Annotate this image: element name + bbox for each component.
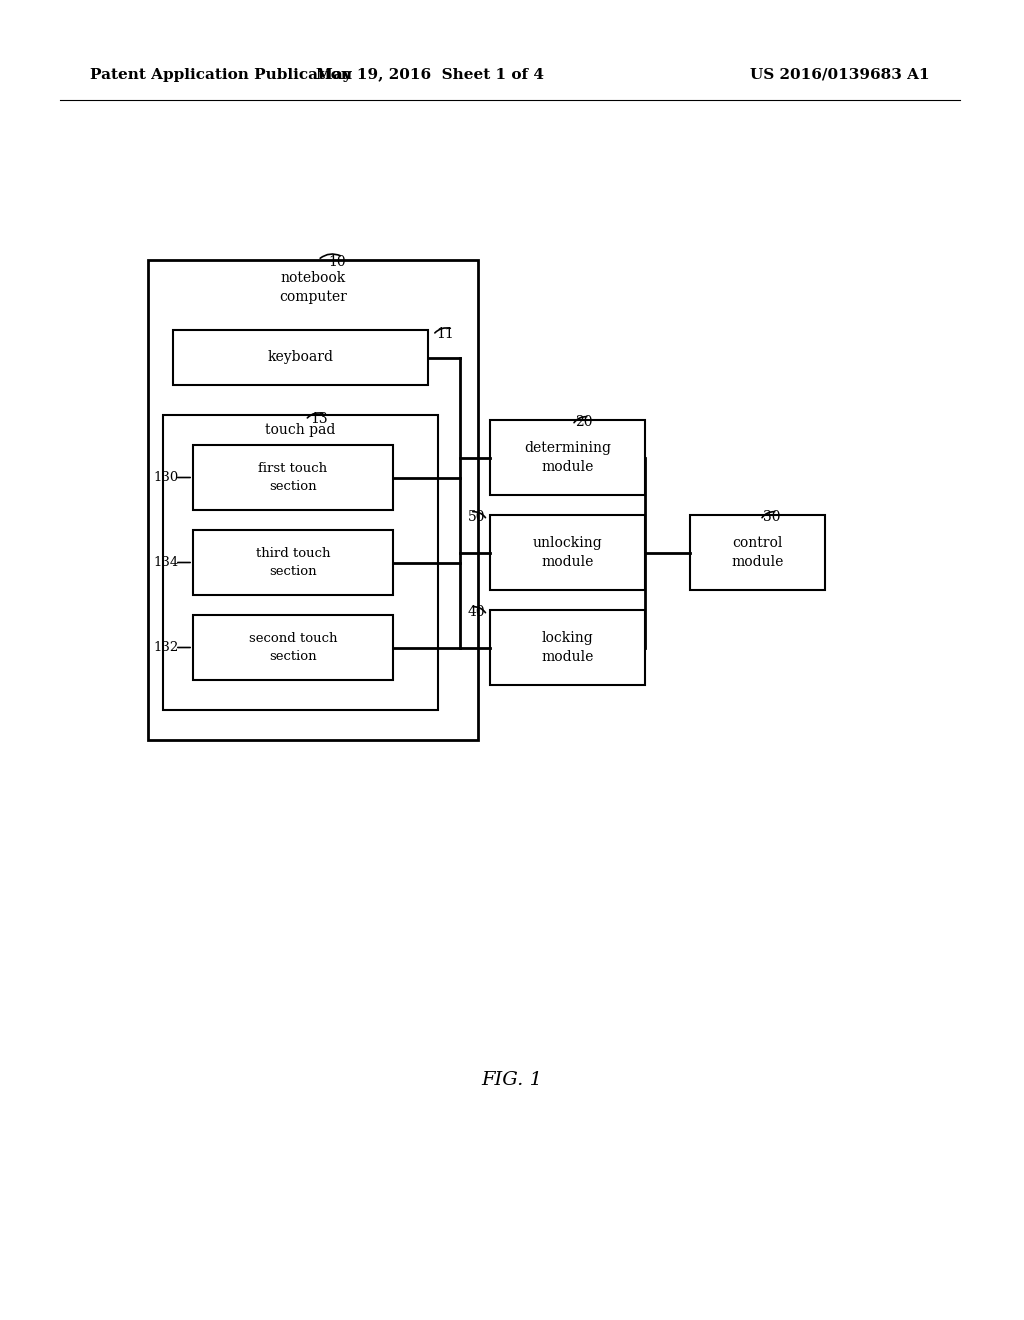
- Text: touch pad: touch pad: [265, 422, 336, 437]
- Text: 10: 10: [328, 255, 346, 269]
- Text: determining
module: determining module: [524, 441, 611, 474]
- Text: first touch
section: first touch section: [258, 462, 328, 492]
- Bar: [193, 531, 393, 595]
- Text: second touch
section: second touch section: [249, 632, 337, 663]
- Text: 20: 20: [575, 414, 593, 429]
- Text: 130: 130: [153, 471, 178, 484]
- Text: 11: 11: [436, 327, 454, 341]
- Text: 132: 132: [153, 642, 178, 653]
- Bar: [490, 515, 645, 590]
- Text: unlocking
module: unlocking module: [532, 536, 602, 569]
- Text: third touch
section: third touch section: [256, 546, 331, 578]
- Text: May 19, 2016  Sheet 1 of 4: May 19, 2016 Sheet 1 of 4: [316, 69, 544, 82]
- Text: US 2016/0139683 A1: US 2016/0139683 A1: [751, 69, 930, 82]
- Text: 50: 50: [468, 510, 485, 524]
- Bar: [193, 445, 393, 510]
- Text: keyboard: keyboard: [267, 351, 334, 364]
- Text: 134: 134: [153, 556, 178, 569]
- Bar: [490, 420, 645, 495]
- Bar: [490, 610, 645, 685]
- Bar: [163, 414, 438, 710]
- Text: locking
module: locking module: [542, 631, 594, 664]
- Text: notebook
computer: notebook computer: [280, 271, 347, 304]
- Text: 30: 30: [763, 510, 780, 524]
- Text: Patent Application Publication: Patent Application Publication: [90, 69, 352, 82]
- Text: 13: 13: [310, 412, 328, 426]
- Text: control
module: control module: [731, 536, 783, 569]
- Text: FIG. 1: FIG. 1: [481, 1071, 543, 1089]
- Text: 40: 40: [467, 605, 485, 619]
- Bar: [193, 615, 393, 680]
- Bar: [173, 330, 428, 385]
- Bar: [690, 515, 825, 590]
- Bar: [148, 260, 478, 741]
